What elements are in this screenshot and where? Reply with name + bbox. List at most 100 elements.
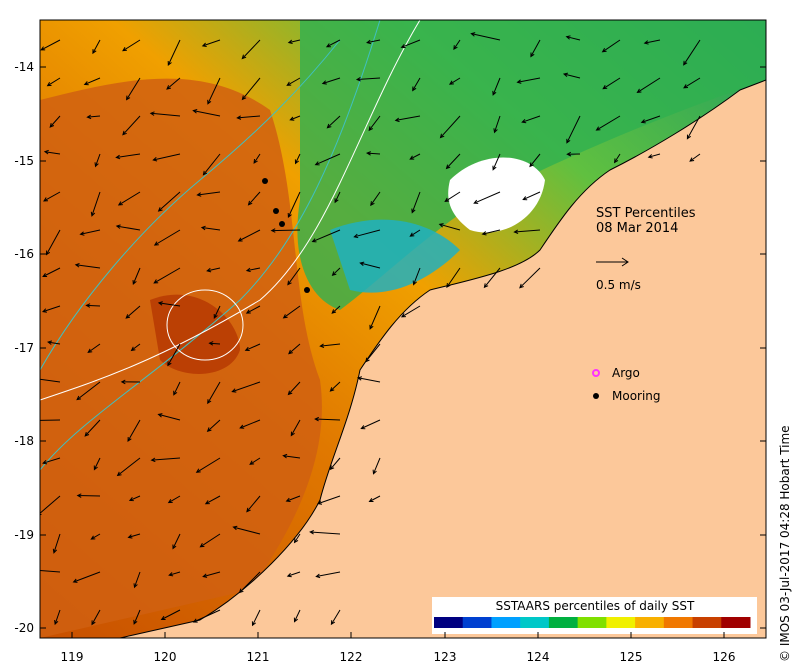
current-arrow bbox=[117, 191, 141, 206]
x-axis: 119 120 121 122 123 124 125 126 bbox=[61, 632, 735, 664]
current-arrow bbox=[237, 229, 261, 242]
current-arrow bbox=[516, 77, 541, 84]
colorbar-tick-label: 100 bbox=[739, 636, 762, 650]
y-tick-label: -20 bbox=[14, 621, 34, 635]
mooring-marker bbox=[593, 393, 599, 399]
current-arrow bbox=[87, 343, 101, 354]
isobath-cyan bbox=[40, 39, 341, 371]
current-arrow bbox=[326, 115, 341, 129]
colorbar-swatch bbox=[721, 617, 751, 628]
current-arrow bbox=[473, 191, 501, 204]
legend-argo: Argo bbox=[592, 366, 640, 380]
current-arrow bbox=[152, 153, 181, 162]
current-arrow bbox=[251, 609, 261, 627]
current-arrow bbox=[76, 381, 101, 401]
current-arrow bbox=[331, 305, 341, 314]
x-tick-label: 124 bbox=[527, 650, 550, 664]
current-arrow bbox=[445, 153, 461, 170]
current-arrow bbox=[470, 32, 501, 41]
current-arrow bbox=[91, 609, 101, 626]
isobath-cyan-2 bbox=[40, 20, 381, 471]
current-arrow bbox=[172, 533, 181, 550]
current-arrow bbox=[309, 530, 341, 535]
current-arrow bbox=[319, 343, 341, 348]
current-arrow bbox=[47, 340, 61, 345]
current-arrow bbox=[321, 77, 341, 85]
current-arrow bbox=[683, 77, 701, 89]
current-arrow bbox=[409, 153, 421, 160]
current-arrow bbox=[601, 39, 621, 53]
current-arrow bbox=[288, 343, 301, 355]
current-arrow bbox=[245, 267, 261, 273]
current-arrow bbox=[202, 571, 221, 578]
current-arrow bbox=[285, 495, 301, 502]
colorbar-ticks: 0 20 40 60 80 100 bbox=[430, 636, 762, 650]
colorbar-swatch bbox=[548, 617, 579, 628]
legend-mooring: Mooring bbox=[593, 389, 661, 403]
current-arrow bbox=[519, 267, 541, 289]
colorbar-tick-label: 40 bbox=[553, 636, 568, 650]
current-arrow bbox=[132, 267, 141, 286]
current-arrow bbox=[253, 153, 261, 164]
land bbox=[119, 79, 766, 638]
current-arrow bbox=[93, 457, 101, 471]
current-arrow bbox=[130, 343, 141, 352]
current-arrow bbox=[40, 378, 61, 383]
current-arrow bbox=[647, 153, 661, 159]
current-arrow bbox=[199, 533, 221, 548]
current-arrow bbox=[439, 115, 461, 139]
mooring-4 bbox=[304, 287, 310, 293]
y-tick-label: -16 bbox=[14, 247, 34, 261]
current-arrow bbox=[640, 115, 661, 124]
current-arrow bbox=[76, 493, 101, 498]
scale-arrow-label: 0.5 m/s bbox=[596, 278, 641, 292]
current-arrow bbox=[290, 419, 301, 437]
current-arrow bbox=[595, 115, 621, 131]
current-arrow bbox=[481, 229, 501, 236]
current-arrow bbox=[45, 229, 61, 256]
x-tick-label: 122 bbox=[340, 650, 363, 664]
current-arrow bbox=[365, 343, 381, 363]
current-arrow bbox=[412, 267, 421, 286]
current-arrow bbox=[394, 115, 421, 123]
colorbar-swatch bbox=[520, 617, 550, 628]
current-arrow bbox=[206, 267, 221, 273]
current-arrow bbox=[236, 115, 261, 120]
colorbar-swatch bbox=[577, 617, 607, 628]
current-arrow bbox=[239, 419, 261, 429]
current-arrow bbox=[207, 77, 221, 105]
y-tick-label: -19 bbox=[14, 528, 34, 542]
x-tick-label: 123 bbox=[434, 650, 457, 664]
mooring-3 bbox=[279, 221, 285, 227]
colorbar-title: SSTAARS percentiles of daily SST bbox=[496, 599, 695, 613]
current-arrow bbox=[149, 111, 181, 117]
current-arrow bbox=[565, 35, 581, 41]
current-arrow bbox=[127, 533, 141, 539]
current-arrow bbox=[289, 115, 301, 121]
y-tick-label: -14 bbox=[14, 60, 34, 74]
current-arrow bbox=[330, 609, 341, 626]
current-arrow bbox=[41, 305, 61, 313]
current-arrow bbox=[122, 115, 141, 136]
current-arrow bbox=[492, 153, 501, 171]
scale-arrow bbox=[596, 257, 629, 267]
current-arrow bbox=[444, 191, 461, 202]
current-arrow bbox=[127, 419, 141, 442]
current-arrow bbox=[115, 153, 141, 160]
current-arrow bbox=[166, 77, 181, 90]
colorbar: SSTAARS percentiles of daily SST 0 20 40 60… bbox=[430, 597, 762, 650]
colorbar-swatch bbox=[434, 617, 464, 628]
current-arrow bbox=[287, 191, 301, 218]
copyright-text: © IMOS 03-Jul-2017 04:28 Hobart Time bbox=[778, 425, 792, 662]
current-arrow bbox=[208, 341, 221, 346]
current-arrow bbox=[85, 303, 101, 308]
current-arrow bbox=[369, 305, 381, 330]
x-tick-label: 125 bbox=[620, 650, 643, 664]
current-arrow bbox=[686, 115, 701, 140]
current-arrow bbox=[400, 39, 421, 49]
current-arrow bbox=[294, 153, 301, 165]
mooring-2 bbox=[273, 208, 279, 214]
current-arrow bbox=[241, 39, 261, 60]
current-arrow bbox=[562, 72, 581, 79]
current-arrow bbox=[115, 224, 141, 231]
